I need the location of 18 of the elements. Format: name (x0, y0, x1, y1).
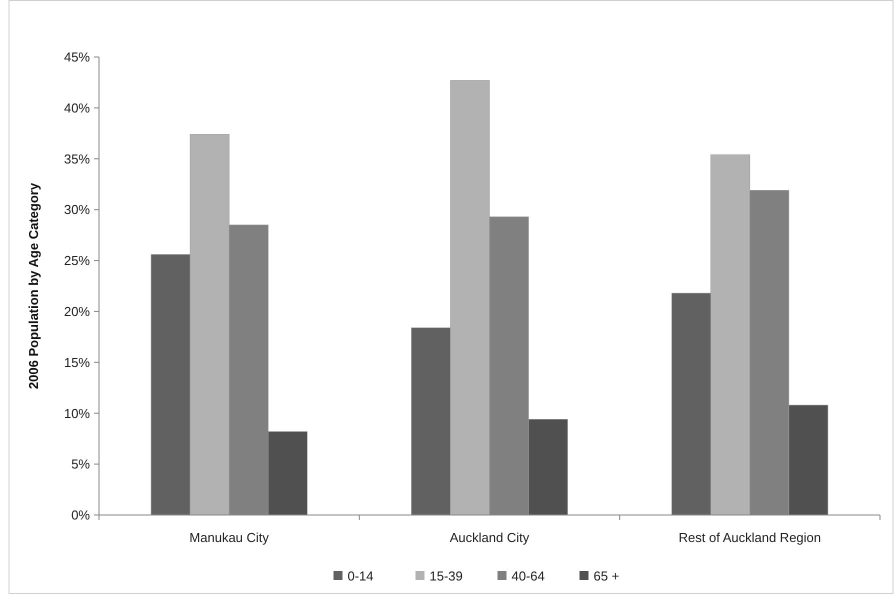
y-tick-label: 20% (64, 304, 90, 319)
y-tick-label: 15% (64, 354, 90, 370)
y-tick-label: 0% (71, 508, 90, 523)
legend-label: 0-14 (348, 568, 374, 584)
legend-label: 15-39 (430, 568, 463, 584)
y-tick-label: 45% (64, 50, 90, 65)
x-tick-label: Auckland City (450, 530, 530, 545)
y-tick-label: 10% (64, 406, 90, 421)
y-tick-label: 35% (64, 151, 90, 166)
y-tick-label: 40% (64, 100, 90, 116)
legend-label: 65 + (594, 568, 620, 584)
legend-label: 40-64 (512, 568, 545, 584)
y-tick-label: 30% (64, 202, 90, 218)
x-tick-label: Rest of Auckland Region (678, 530, 822, 545)
y-axis-title: 2006 Population by Age Category (26, 182, 41, 390)
y-tick-label: 5% (71, 456, 90, 472)
x-tick-label: Manukau City (189, 530, 270, 545)
y-tick-label: 25% (64, 253, 90, 268)
